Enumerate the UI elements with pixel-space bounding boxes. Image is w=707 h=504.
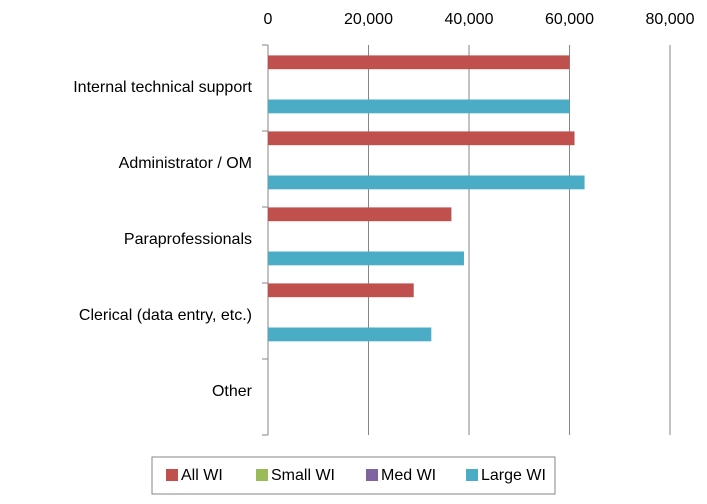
legend-swatch <box>366 469 378 481</box>
x-tick-label: 20,000 <box>344 11 393 28</box>
bar <box>268 251 464 266</box>
y-tick-label: Internal technical support <box>73 79 252 96</box>
legend-label: Large WI <box>481 467 546 484</box>
legend-swatch <box>466 469 478 481</box>
y-tick-label: Administrator / OM <box>119 155 252 172</box>
legend-swatch <box>256 469 268 481</box>
y-tick-label: Paraprofessionals <box>124 231 252 248</box>
x-tick-label: 80,000 <box>646 11 695 28</box>
bar <box>268 207 452 222</box>
legend-label: All WI <box>181 467 223 484</box>
bar <box>268 131 575 146</box>
y-tick-label: Other <box>212 383 253 400</box>
legend-swatch <box>166 469 178 481</box>
x-tick-label: 60,000 <box>545 11 594 28</box>
y-tick-label: Clerical (data entry, etc.) <box>79 307 252 324</box>
bar <box>268 175 585 190</box>
bar <box>268 283 414 298</box>
legend-label: Small WI <box>271 467 335 484</box>
bar <box>268 55 570 70</box>
bar <box>268 99 570 114</box>
legend-label: Med WI <box>381 467 436 484</box>
x-tick-label: 40,000 <box>445 11 494 28</box>
bar <box>268 327 432 342</box>
legend-box <box>151 456 556 495</box>
x-tick-label: 0 <box>264 11 273 28</box>
